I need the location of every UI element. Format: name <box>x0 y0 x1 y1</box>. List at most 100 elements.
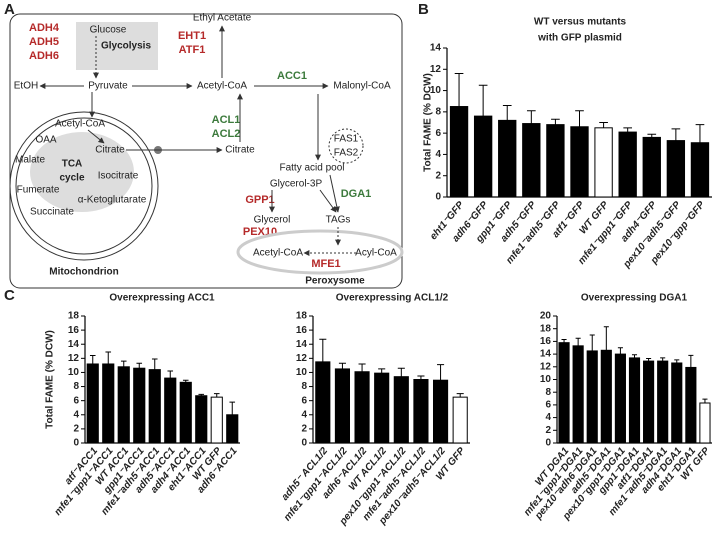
bar <box>449 106 469 198</box>
error-bar <box>120 360 127 367</box>
bar <box>452 396 468 444</box>
y-tick-label: 12 <box>296 353 308 364</box>
cell-outline <box>9 13 403 289</box>
enzyme: DGA1 <box>341 188 372 200</box>
panel-label: A <box>4 1 15 18</box>
error-bar <box>551 118 560 125</box>
error-bar <box>502 104 512 121</box>
error-bar <box>105 351 112 364</box>
bar <box>374 372 390 444</box>
enzyme: ADH5 <box>29 36 59 48</box>
enzyme: ADH4 <box>29 22 60 34</box>
bar <box>642 136 661 198</box>
error-bar <box>631 354 638 358</box>
bar <box>432 379 449 444</box>
y-tick-label: 12 <box>430 64 442 75</box>
error-bar <box>167 370 174 379</box>
bar <box>699 402 711 444</box>
y-tick-label: 8 <box>301 381 307 392</box>
y-tick-label: 16 <box>296 325 308 336</box>
bar <box>685 366 697 444</box>
error-bar <box>589 334 595 351</box>
bar <box>594 127 613 198</box>
y-axis-label: Total FAME (% DCW) <box>423 73 434 172</box>
metabolite: Succinate <box>30 207 74 218</box>
metabolite: α-Ketoglutarate <box>78 195 147 206</box>
error-bar <box>695 124 705 143</box>
error-bar <box>454 73 464 107</box>
y-tick-label: 10 <box>68 367 80 378</box>
y-tick-label: 2 <box>545 425 551 436</box>
y-tick-label: 10 <box>540 374 552 385</box>
metabolite: Acetyl-CoA <box>197 81 247 92</box>
y-tick-label: 16 <box>540 336 552 347</box>
peroxisome-membrane <box>236 229 404 275</box>
y-tick-label: 8 <box>73 381 79 392</box>
bar <box>558 342 570 444</box>
error-bar <box>660 357 666 362</box>
metabolite: TAGs <box>326 215 351 226</box>
error-bar <box>674 359 680 363</box>
bar <box>195 395 208 444</box>
bar <box>657 360 669 444</box>
bar <box>498 119 517 198</box>
y-tick-label: 20 <box>540 311 552 322</box>
bar <box>133 367 146 444</box>
y-tick-label: 10 <box>296 367 308 378</box>
metabolite: Ethyl Acetate <box>193 13 252 24</box>
y-tick-label: 4 <box>73 409 79 420</box>
error-bar <box>151 358 158 370</box>
error-bar <box>603 326 609 351</box>
metabolite: Citrate <box>95 145 125 156</box>
error-bar <box>397 367 405 377</box>
y-tick-label: 0 <box>545 438 551 449</box>
y-tick-label: 14 <box>296 339 308 350</box>
bar <box>572 345 584 444</box>
error-bar <box>647 133 657 138</box>
glycolysis-box <box>76 22 158 70</box>
error-bar <box>338 362 346 369</box>
error-bar <box>319 338 327 362</box>
y-tick-label: 18 <box>68 311 80 322</box>
tca-area <box>30 132 134 212</box>
enzyme: FAS1 <box>334 134 359 145</box>
bar <box>666 140 686 198</box>
arrow <box>329 174 340 213</box>
y-tick-label: 14 <box>430 43 442 54</box>
enzyme: ACL1 <box>212 114 241 126</box>
enzyme: ACC1 <box>277 70 307 82</box>
y-tick-label: 4 <box>545 412 551 423</box>
y-tick-label: 2 <box>435 170 441 181</box>
y-tick-label: 0 <box>301 438 307 449</box>
error-bar <box>456 393 464 398</box>
y-tick-label: 18 <box>296 311 308 322</box>
enzyme: ADH6 <box>29 50 59 62</box>
metabolite: OAA <box>35 135 56 146</box>
enzyme: EHT1 <box>178 30 206 42</box>
error-bar <box>575 337 581 346</box>
y-tick-label: 14 <box>540 349 552 360</box>
arrows <box>39 25 356 256</box>
bar <box>315 361 331 444</box>
y-tick-label: 16 <box>68 325 80 336</box>
panel-label: B <box>418 1 429 18</box>
bar <box>690 142 710 198</box>
organelle-label: Mitochondrion <box>49 267 118 278</box>
error-bar <box>623 127 633 133</box>
enzyme: GPP1 <box>245 194 274 206</box>
error-bar <box>478 84 488 117</box>
error-bar <box>437 364 445 381</box>
bar <box>628 357 641 444</box>
bar <box>570 126 589 198</box>
metabolite: Glucose <box>90 25 127 36</box>
error-bar <box>599 122 608 128</box>
y-tick-label: 6 <box>545 400 551 411</box>
error-bar <box>702 398 708 403</box>
bar <box>334 368 351 444</box>
y-tick-label: 0 <box>435 192 441 203</box>
error-bar <box>688 354 694 368</box>
cycle-label: TCA <box>62 159 83 170</box>
metabolite: Acetyl-CoA <box>253 248 303 259</box>
